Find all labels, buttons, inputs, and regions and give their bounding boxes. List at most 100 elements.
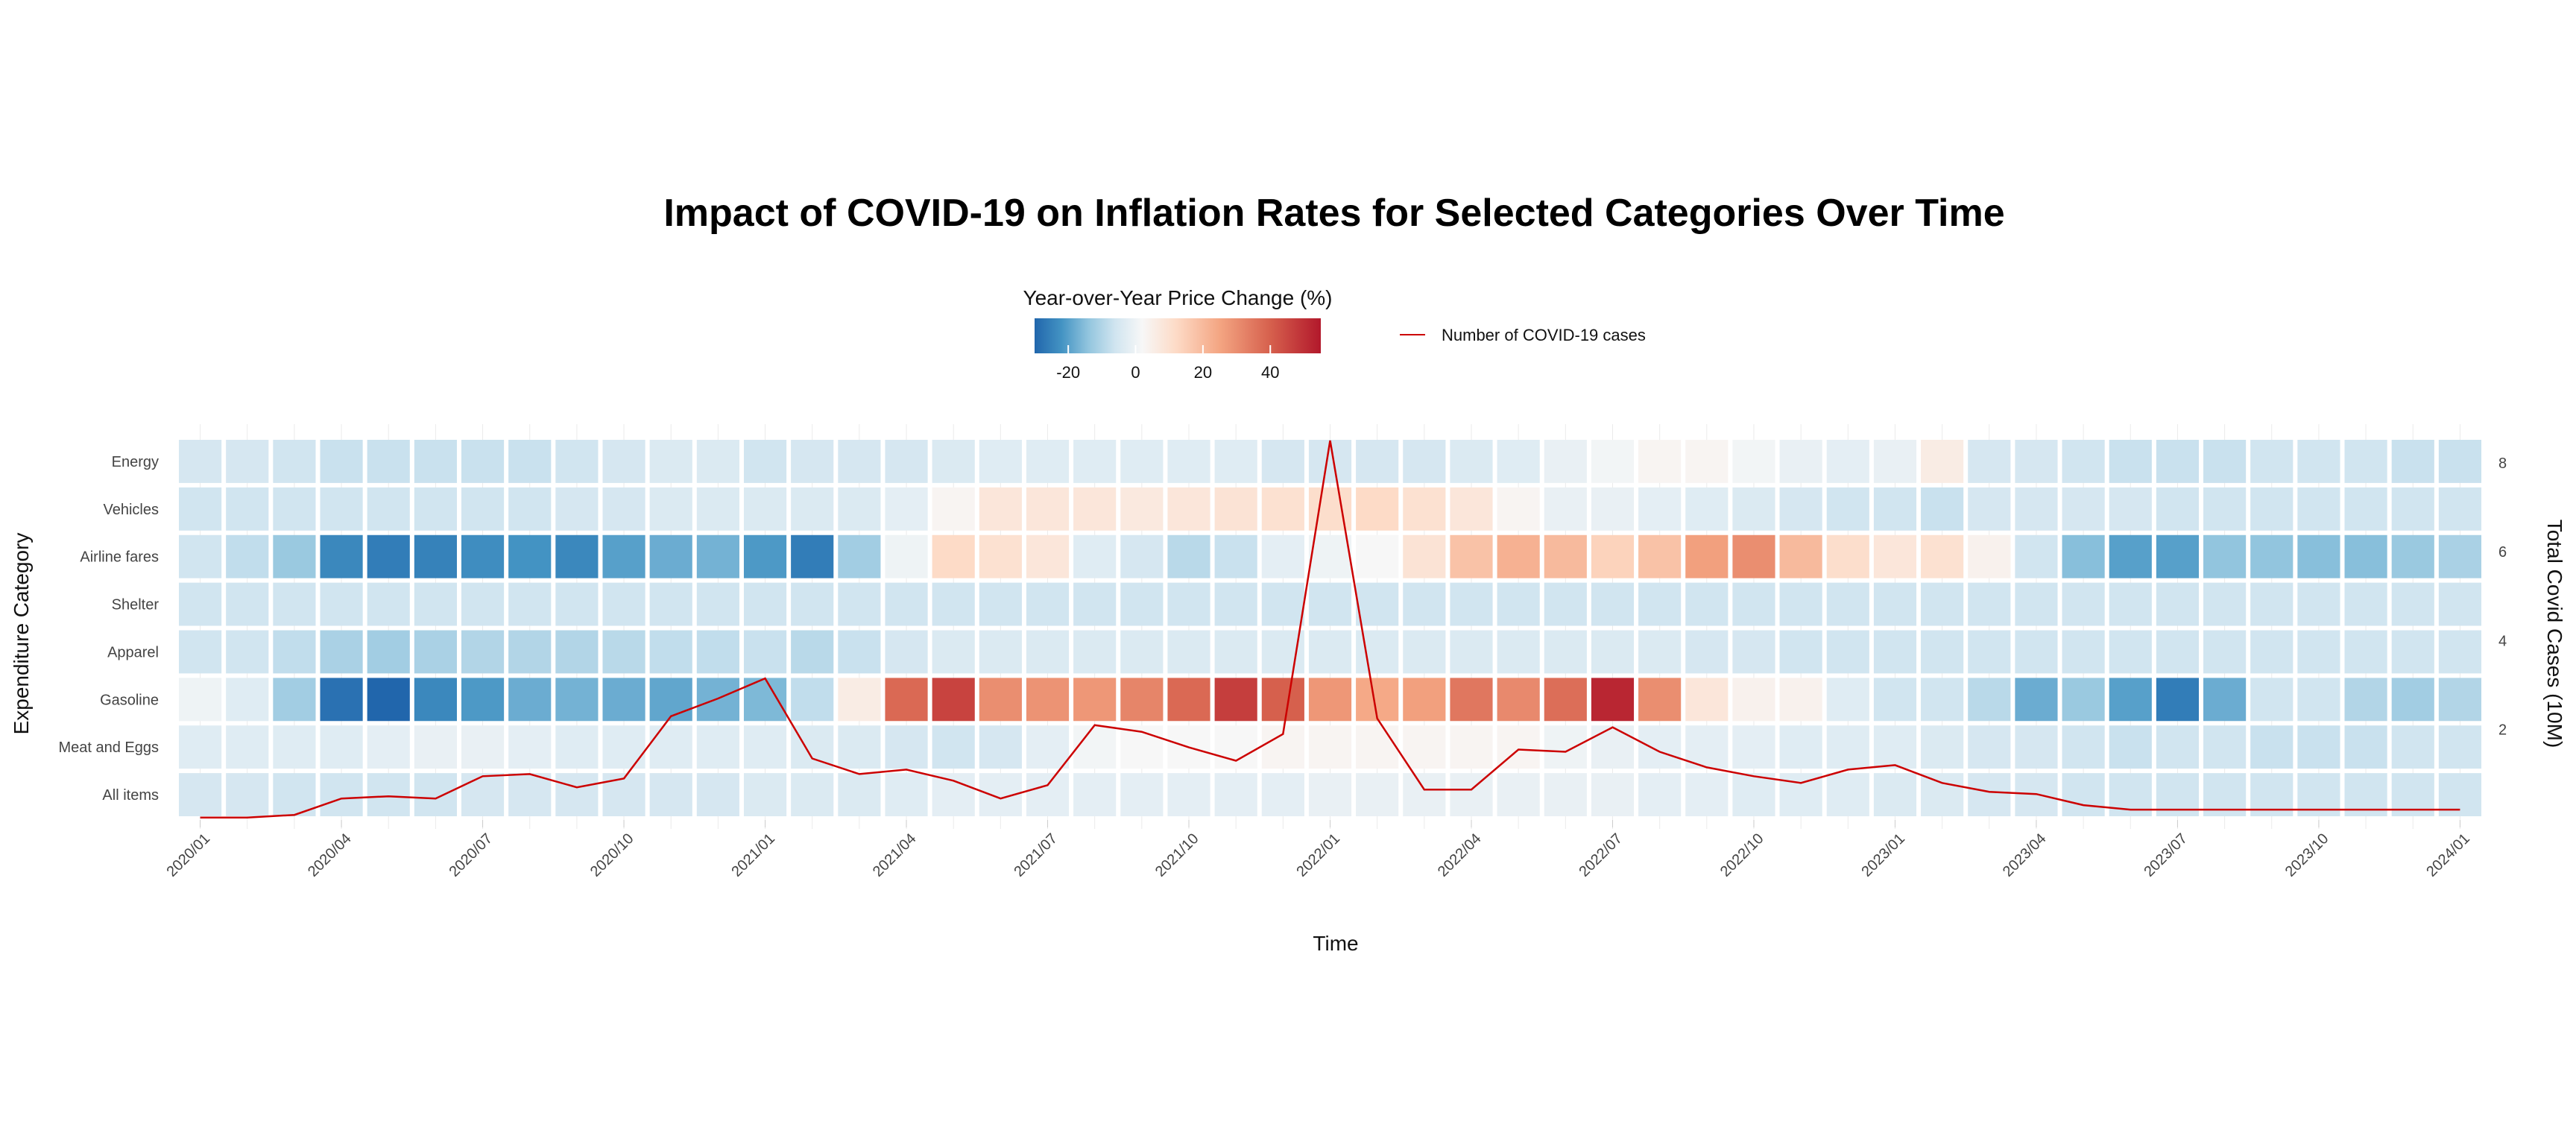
heat-cell <box>2297 678 2340 722</box>
heat-cell <box>979 725 1022 769</box>
heat-cell <box>1685 678 1729 722</box>
heat-cell <box>2062 534 2105 578</box>
heat-cell <box>1732 440 1775 483</box>
heat-cell <box>885 582 928 626</box>
heat-cell <box>838 773 881 817</box>
heat-cell <box>838 440 881 483</box>
heat-cell <box>2156 725 2200 769</box>
heat-cell <box>1214 487 1257 531</box>
x-tick-label: 2022/10 <box>1717 830 1767 880</box>
color-legend-bar <box>1035 318 1321 353</box>
heat-cell <box>2109 487 2152 531</box>
heat-cell <box>1026 440 1070 483</box>
heat-cell <box>1544 440 1587 483</box>
heat-cell <box>1873 582 1917 626</box>
heat-cell <box>1073 440 1117 483</box>
x-tick-label: 2020/07 <box>446 830 496 880</box>
heat-cell <box>1356 773 1399 817</box>
heat-cell <box>1403 773 1446 817</box>
heat-cell <box>2203 440 2247 483</box>
heat-cell <box>1120 678 1164 722</box>
heat-cell <box>1261 582 1304 626</box>
heat-cell <box>2062 582 2105 626</box>
heat-cell <box>743 773 787 817</box>
heat-cell <box>1591 630 1635 674</box>
heat-cell <box>1167 582 1210 626</box>
y-category-label: Vehicles <box>104 502 160 518</box>
heat-cell <box>1120 582 1164 626</box>
heat-cell <box>1685 487 1729 531</box>
heat-cell <box>1167 678 1210 722</box>
heat-cell <box>743 630 787 674</box>
heat-cell <box>838 534 881 578</box>
right-axis-ticks: 2 4 6 8 <box>2498 455 2507 739</box>
heat-cell <box>1685 534 1729 578</box>
heat-cell <box>885 773 928 817</box>
heat-cell <box>2109 582 2152 626</box>
heat-cell <box>1308 678 1352 722</box>
heat-cell <box>602 487 645 531</box>
heat-cell <box>555 678 599 722</box>
heat-cell <box>1826 582 1869 626</box>
x-tick-label: 2021/04 <box>870 830 920 880</box>
heat-cell <box>1638 534 1682 578</box>
heat-cell <box>885 487 928 531</box>
heat-cell <box>1450 534 1493 578</box>
heat-cell <box>1167 487 1210 531</box>
x-tick-label: 2021/10 <box>1152 830 1202 880</box>
heat-cell <box>414 440 457 483</box>
heat-cell <box>743 582 787 626</box>
heat-cell <box>979 487 1022 531</box>
heat-cell <box>367 440 410 483</box>
heat-cell <box>367 773 410 817</box>
heat-cell <box>1779 725 1822 769</box>
heat-cell <box>2156 440 2200 483</box>
heat-cell <box>696 440 739 483</box>
heat-cell <box>1214 582 1257 626</box>
color-legend-tick-label: 20 <box>1194 363 1212 382</box>
heat-cell <box>1261 678 1304 722</box>
heat-cell <box>555 725 599 769</box>
heat-cell <box>2344 440 2387 483</box>
heat-cell <box>932 534 975 578</box>
heat-cell <box>1450 630 1493 674</box>
heat-cell <box>1120 773 1164 817</box>
heat-cell <box>179 440 222 483</box>
x-tick-label: 2022/01 <box>1293 830 1343 880</box>
heat-cell <box>1214 630 1257 674</box>
heat-cell <box>508 773 552 817</box>
heat-cell <box>1873 678 1917 722</box>
heat-cell <box>1450 725 1493 769</box>
heat-cell <box>1591 440 1635 483</box>
heat-cell <box>1261 773 1304 817</box>
heat-cell <box>508 725 552 769</box>
heat-cell <box>2203 725 2247 769</box>
heat-cell <box>179 630 222 674</box>
heat-cell <box>2391 678 2434 722</box>
heat-cell <box>179 725 222 769</box>
heat-cell <box>1308 725 1352 769</box>
heat-cell <box>2250 440 2294 483</box>
heat-cell <box>1308 773 1352 817</box>
heat-cell <box>1873 773 1917 817</box>
color-legend-tick-label: 0 <box>1131 363 1140 382</box>
heat-cell <box>2250 487 2294 531</box>
heat-cell <box>2391 487 2434 531</box>
heat-cell <box>1591 725 1635 769</box>
heat-cell <box>2015 487 2058 531</box>
heat-cell <box>179 487 222 531</box>
heat-cell <box>414 630 457 674</box>
heat-cell <box>2062 773 2105 817</box>
heat-cell <box>1685 582 1729 626</box>
y-category-label: Apparel <box>107 644 159 660</box>
heat-cell <box>1732 534 1775 578</box>
x-tick-label: 2023/07 <box>2141 830 2191 880</box>
heat-cell <box>2015 630 2058 674</box>
heat-cell <box>2062 630 2105 674</box>
heat-cell <box>2438 440 2481 483</box>
heat-cell <box>1638 630 1682 674</box>
heat-cell <box>1403 630 1446 674</box>
heat-cell <box>1921 725 1964 769</box>
heat-cell <box>838 582 881 626</box>
heat-cell <box>2344 582 2387 626</box>
